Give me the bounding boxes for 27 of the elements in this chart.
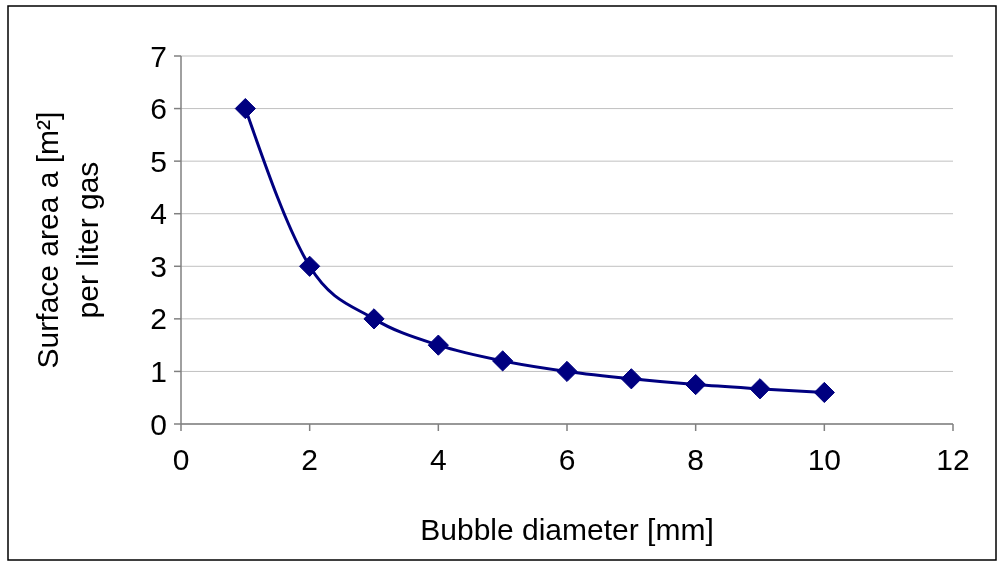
point: [556, 360, 578, 383]
x-tick-label: 10: [807, 443, 842, 476]
y-tick-label: 2: [150, 302, 167, 336]
point: [427, 334, 449, 356]
point: [813, 381, 835, 404]
point: [492, 350, 514, 372]
x-tick-label: 0: [172, 443, 190, 476]
x-tick-label: 8: [687, 443, 705, 476]
x-axis-title: Bubble diameter [mm]: [420, 513, 714, 546]
y-tick-label: 1: [150, 354, 167, 388]
x-tick-label: 2: [301, 443, 319, 476]
point: [299, 255, 321, 277]
y-axis-title: Surface area a [m²] per liter gas: [31, 111, 104, 369]
y-tick-label: 4: [150, 197, 167, 231]
y-tick-label: 5: [150, 144, 167, 178]
point: [620, 368, 642, 390]
point: [363, 308, 385, 330]
x-tick-label: 6: [558, 443, 576, 476]
y-tick-label: 3: [150, 249, 167, 283]
point: [685, 373, 707, 396]
y-tick-label: 0: [150, 407, 167, 441]
x-tick-label: 4: [429, 443, 447, 476]
point: [234, 97, 256, 120]
x-tick-label: 12: [936, 443, 970, 476]
point: [749, 378, 771, 400]
y-tick-label: 7: [150, 39, 167, 73]
y-tick-label: 6: [150, 92, 167, 126]
